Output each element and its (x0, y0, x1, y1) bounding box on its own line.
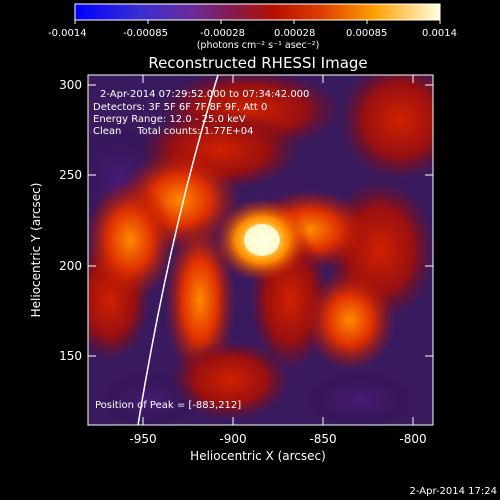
colorbar-unit-label: (photons cm⁻² s⁻¹ asec⁻²) (197, 40, 320, 51)
info-detectors: Detectors: 3F 5F 6F 7F 8F 9F, Att 0 (93, 102, 267, 113)
colorbar-tick-label: 0.00028 (274, 28, 315, 39)
y-tick-label: 150 (59, 349, 82, 363)
x-tick-label: -800 (399, 432, 426, 446)
plot-title: Reconstructed RHESSI Image (148, 54, 367, 72)
x-tick-label: -900 (219, 432, 246, 446)
info-time-range: 2-Apr-2014 07:29:52.000 to 07:34:42.000 (100, 89, 309, 100)
y-axis-ticks (88, 84, 433, 357)
colorbar-tick-label: 0.0014 (422, 28, 457, 39)
rhessi-image (88, 75, 433, 425)
colorbar-tick-label: -0.00085 (123, 28, 168, 39)
peak-position: Position of Peak = [-883,212] (95, 400, 241, 411)
y-tick-label: 250 (59, 168, 82, 182)
info-energy-range: Energy Range: 12.0 - 25.0 keV (93, 114, 246, 125)
plot-frame (87, 74, 434, 426)
footer-timestamp: 2-Apr-2014 17:24 (410, 486, 497, 497)
x-tick-label: -850 (309, 432, 336, 446)
colorbar-tick-label: 0.00085 (346, 28, 387, 39)
colorbar-ticks (74, 20, 441, 24)
colorbar (74, 3, 441, 21)
x-axis-ticks (142, 75, 414, 425)
x-tick-label: -950 (129, 432, 156, 446)
y-tick-label: 200 (59, 259, 82, 273)
x-axis-label: Heliocentric X (arcsec) (190, 449, 326, 463)
y-axis-label: Heliocentric Y (arcsec) (29, 183, 43, 318)
colorbar-tick-label: -0.0014 (48, 28, 87, 39)
colorbar-tick-label: -0.00028 (200, 28, 245, 39)
y-tick-label: 300 (59, 78, 82, 92)
info-clean-counts: Clean Total counts: 1.77E+04 (93, 126, 253, 137)
